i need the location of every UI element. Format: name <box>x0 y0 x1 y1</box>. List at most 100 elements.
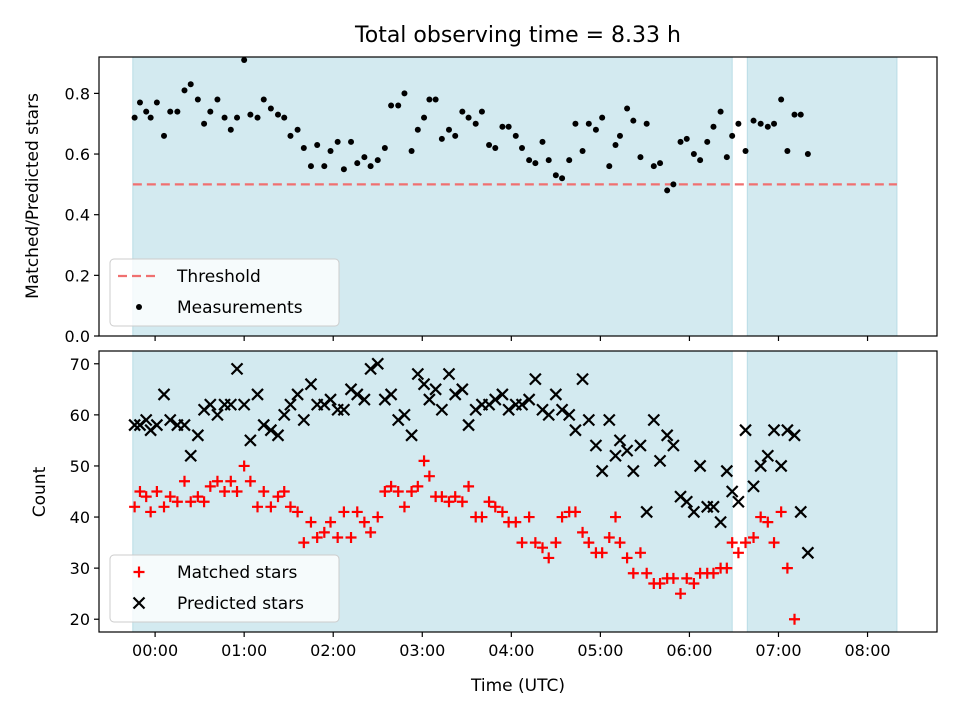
data-point <box>721 562 733 574</box>
data-point <box>515 398 529 411</box>
x-tick-label: 04:00 <box>488 641 534 660</box>
x-tick-label: 01:00 <box>221 641 267 660</box>
data-point <box>221 114 228 121</box>
data-point <box>472 120 479 127</box>
data-point <box>516 537 528 549</box>
data-point <box>667 439 680 452</box>
data-point <box>510 516 522 528</box>
data-point <box>797 111 804 118</box>
data-point <box>492 144 499 151</box>
data-point <box>252 501 264 513</box>
data-point <box>697 157 704 164</box>
x-tick-label: 03:00 <box>399 641 445 660</box>
legend-marker <box>136 304 142 310</box>
data-point <box>385 480 397 492</box>
observing-window-2 <box>747 351 897 632</box>
data-point <box>204 480 216 492</box>
data-point <box>778 96 785 103</box>
data-point <box>367 163 374 170</box>
data-point <box>613 434 627 447</box>
data-point <box>774 459 788 473</box>
data-point <box>417 377 431 391</box>
data-point <box>768 537 780 549</box>
data-point <box>489 501 501 513</box>
data-point <box>321 163 328 170</box>
data-point <box>489 393 502 406</box>
data-point <box>234 114 241 121</box>
data-point <box>735 120 742 127</box>
data-point <box>502 403 515 417</box>
data-point <box>732 547 744 559</box>
data-point <box>465 114 472 121</box>
data-point <box>675 588 687 600</box>
data-point <box>358 393 371 406</box>
data-point <box>687 505 701 519</box>
legend-box <box>109 554 340 623</box>
y-tick-label: 0.4 <box>65 206 90 225</box>
data-point <box>364 362 377 376</box>
data-point <box>211 408 224 422</box>
data-point <box>305 516 317 528</box>
data-point <box>690 151 697 158</box>
data-point <box>496 388 509 401</box>
data-point <box>739 423 752 437</box>
data-point <box>140 491 152 503</box>
data-point <box>750 117 757 124</box>
data-point <box>552 172 559 179</box>
data-point <box>292 506 304 518</box>
data-point <box>238 460 250 472</box>
data-point <box>592 126 599 133</box>
data-point <box>207 108 214 115</box>
data-point <box>595 464 609 478</box>
legend-label: Predicted stars <box>177 594 304 614</box>
data-point <box>543 552 555 564</box>
data-point <box>332 531 344 543</box>
legend-label: Threshold <box>176 267 261 287</box>
data-point <box>683 135 690 142</box>
data-point <box>304 377 318 391</box>
data-point <box>456 383 469 396</box>
data-point <box>201 120 208 127</box>
data-point <box>788 429 801 442</box>
data-point <box>653 454 667 468</box>
data-point <box>448 388 462 401</box>
data-point <box>523 511 535 523</box>
data-point <box>350 388 364 401</box>
ylabel-count: Count <box>30 466 50 517</box>
data-point <box>767 423 781 437</box>
data-point <box>740 537 752 549</box>
data-point <box>153 99 160 106</box>
data-point <box>717 108 724 115</box>
data-point <box>664 187 671 194</box>
data-point <box>324 393 337 406</box>
data-point <box>529 372 542 386</box>
data-point <box>272 491 284 503</box>
data-point <box>225 475 237 487</box>
data-point <box>616 132 623 139</box>
data-point <box>714 515 727 529</box>
data-point <box>585 120 592 127</box>
data-point <box>381 144 388 151</box>
chart-title: Total observing time = 8.33 h <box>354 23 681 48</box>
top-panel: 0.0 0.2 0.4 0.6 0.8 Threshold Measurements <box>65 56 938 346</box>
data-point <box>187 81 194 88</box>
data-point <box>274 111 281 118</box>
data-point <box>423 393 436 406</box>
data-point <box>624 105 631 112</box>
data-point <box>291 388 304 401</box>
data-point <box>414 126 421 133</box>
data-point <box>781 423 794 437</box>
data-point <box>411 367 425 381</box>
data-point <box>405 429 418 442</box>
data-point <box>327 148 334 155</box>
data-point <box>241 57 248 64</box>
data-point <box>732 495 745 508</box>
data-point <box>627 567 639 579</box>
x-tick-label: 00:00 <box>132 641 178 660</box>
data-point <box>654 577 666 589</box>
data-point <box>627 464 640 478</box>
data-point <box>384 388 398 401</box>
data-point <box>211 475 223 487</box>
data-point <box>452 132 459 139</box>
data-point <box>456 496 468 508</box>
